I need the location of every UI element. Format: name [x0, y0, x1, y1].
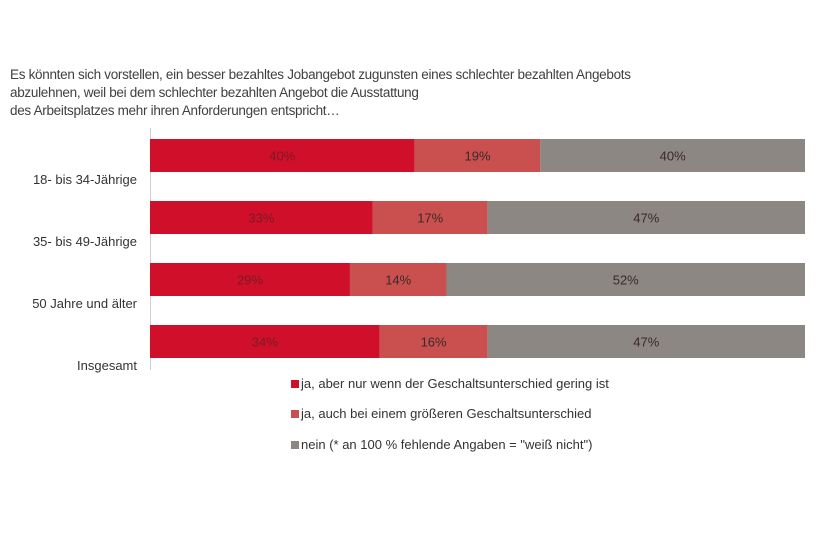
legend-swatch [291, 409, 299, 418]
bar-segment [446, 263, 805, 296]
category-label: 35- bis 49-Jährige [33, 234, 137, 249]
legend-label: ja, auch bei einem größeren Geschaltsunt… [301, 406, 592, 421]
legend-item: ja, aber nur wenn der Geschaltsunterschi… [291, 376, 609, 391]
bar-segment [150, 325, 380, 358]
bar-segment [379, 325, 488, 358]
data-label: 14% [385, 273, 411, 288]
title-line: Es könnten sich vorstellen, ein besser b… [10, 67, 631, 82]
category-label: Insgesamt [77, 358, 137, 373]
bar-segment [150, 201, 373, 234]
bar-segment [487, 325, 805, 358]
legend-swatch [291, 379, 299, 388]
category-label: 50 Jahre und älter [32, 296, 137, 311]
bar-segment [150, 263, 350, 296]
data-label: 16% [421, 335, 447, 350]
legend-label: ja, aber nur wenn der Geschaltsunterschi… [301, 376, 609, 391]
bar-segment [540, 139, 805, 172]
data-label: 33% [248, 211, 274, 226]
chart-title: Es könnten sich vorstellen, ein besser b… [10, 66, 631, 120]
data-label: 40% [660, 149, 686, 164]
legend-item: nein (* an 100 % fehlende Angaben = "wei… [291, 437, 592, 452]
data-label: 52% [613, 273, 639, 288]
bar-segment [349, 263, 447, 296]
bar-segment [414, 139, 541, 172]
category-label: 18- bis 34-Jährige [33, 172, 137, 187]
bar-segment [150, 139, 415, 172]
legend-label: nein (* an 100 % fehlende Angaben = "wei… [301, 437, 593, 452]
bar-segment [487, 201, 805, 234]
data-label: 19% [464, 149, 490, 164]
legend-swatch [291, 440, 299, 449]
data-label: 47% [633, 335, 659, 350]
data-label: 47% [633, 211, 659, 226]
title-line: abzulehnen, weil bei dem schlechter beza… [10, 85, 419, 100]
data-label: 17% [417, 211, 443, 226]
bar-segment [372, 201, 488, 234]
title-line: des Arbeitsplatzes mehr ihren Anforderun… [10, 103, 340, 118]
data-label: 29% [237, 273, 263, 288]
data-label: 40% [269, 149, 295, 164]
data-label: 34% [252, 335, 278, 350]
legend-item: ja, auch bei einem größeren Geschaltsunt… [291, 406, 592, 421]
